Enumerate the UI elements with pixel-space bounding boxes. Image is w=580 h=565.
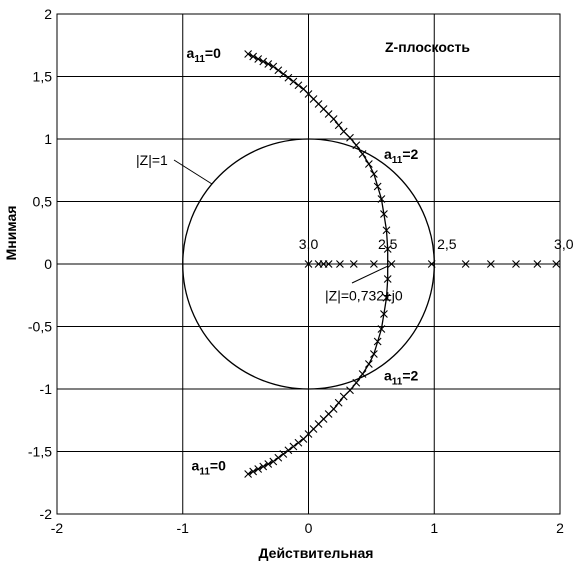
data-point-marker (382, 226, 391, 235)
data-point-marker (461, 260, 470, 268)
tick-labels: -2 -1 0 1 2 2 1,5 1 0,5 0 -0,5 -1 -1,5 -2 (28, 6, 564, 536)
data-point-marker (249, 467, 258, 476)
unit-circle-label: |Z|=1 (136, 152, 168, 168)
data-point-marker (387, 260, 396, 268)
data-point-marker (427, 260, 436, 268)
data-point-marker (533, 260, 542, 268)
data-point-marker (249, 52, 258, 61)
data-point-marker (383, 245, 392, 253)
y-tick-label: 0,5 (33, 194, 53, 210)
value-annotation: 2,5 (378, 236, 398, 252)
data-point-marker (339, 392, 348, 401)
gain-pointer (351, 265, 389, 284)
data-point-marker (294, 438, 303, 447)
data-point-marker (329, 115, 338, 123)
data-point-marker (284, 73, 293, 82)
data-point-marker (380, 210, 388, 218)
data-point-marker (339, 127, 348, 136)
data-point-marker (269, 457, 278, 466)
data-point-marker (334, 121, 343, 130)
data-point-marker (373, 337, 382, 346)
y-tick-label: 1,5 (33, 69, 53, 85)
gain-annotation: a11=0 (192, 457, 227, 477)
data-point-marker (289, 442, 298, 451)
data-point-marker (274, 66, 283, 75)
data-point-marker (254, 465, 263, 473)
data-point-marker (284, 446, 293, 455)
value-annotation: 3,0 (299, 236, 319, 252)
y-tick-label: -2 (40, 506, 53, 522)
data-point-marker (352, 378, 361, 387)
x-tick-label: -1 (177, 520, 190, 536)
x-tick-label: 0 (305, 520, 313, 536)
data-point-marker (358, 150, 367, 158)
data-point-marker (336, 260, 344, 268)
data-point-marker (358, 370, 367, 378)
value-annotation: |Z|=0,732±j0 (325, 287, 403, 303)
data-point-marker (269, 62, 278, 71)
data-point-marker (346, 133, 354, 142)
data-point-marker (254, 55, 263, 63)
data-point-marker (294, 81, 303, 90)
data-point-marker (264, 60, 273, 68)
data-point-marker (259, 462, 268, 471)
y-tick-label: -1 (40, 381, 53, 397)
data-point-marker (370, 170, 378, 178)
data-point-marker (304, 260, 313, 268)
unit-circle-pointer (173, 159, 213, 185)
data-point-marker (279, 70, 288, 78)
data-point-marker (370, 350, 378, 358)
data-point-marker (352, 141, 361, 150)
data-point-marker (364, 360, 373, 368)
x-axis-label: Действительная (259, 545, 374, 561)
data-point-marker (382, 293, 391, 302)
y-tick-label: 0 (44, 256, 52, 272)
data-point-marker (377, 195, 386, 203)
data-point-marker (279, 450, 288, 458)
data-point-marker (259, 57, 268, 66)
annotations: a11=0 a11=2 a11=2 a11=0 3,0 2,5 2,5 3,0 |Z|=0,73… (187, 45, 574, 478)
data-point-marker (552, 260, 561, 268)
gain-annotation: a11=2 (384, 367, 419, 387)
data-point-marker (380, 310, 388, 318)
data-point-marker (486, 260, 495, 268)
data-point-marker (373, 182, 382, 191)
plane-label: Z-плоскость (385, 39, 470, 55)
gain-annotation: a11=0 (187, 45, 222, 65)
data-point-marker (334, 398, 343, 407)
x-tick-label: 2 (556, 520, 564, 536)
data-point-marker (244, 50, 253, 58)
x-tick-label: 1 (430, 520, 438, 536)
y-tick-label: 1 (44, 131, 52, 147)
gain-annotation: a11=2 (384, 146, 419, 166)
y-tick-label: -0,5 (28, 319, 52, 335)
y-axis-label: Мнимая (3, 206, 19, 261)
y-tick-label: 2 (44, 6, 52, 22)
data-point-marker (364, 160, 373, 168)
data-points (244, 50, 561, 478)
data-point-marker (264, 460, 273, 468)
x-tick-label: -2 (51, 520, 64, 536)
value-annotation: 2,5 (437, 236, 457, 252)
data-point-marker (324, 260, 333, 268)
data-point-marker (383, 275, 392, 283)
data-point-marker (512, 260, 520, 268)
data-point-marker (370, 260, 378, 268)
data-point-marker (274, 453, 283, 462)
y-tick-label: -1,5 (28, 444, 52, 460)
data-point-marker (289, 77, 298, 86)
data-point-marker (377, 325, 386, 333)
data-point-marker (349, 260, 358, 268)
data-point-marker (299, 435, 308, 443)
data-point-marker (244, 470, 253, 478)
data-point-marker (346, 386, 354, 395)
value-annotation: 3,0 (554, 236, 574, 252)
